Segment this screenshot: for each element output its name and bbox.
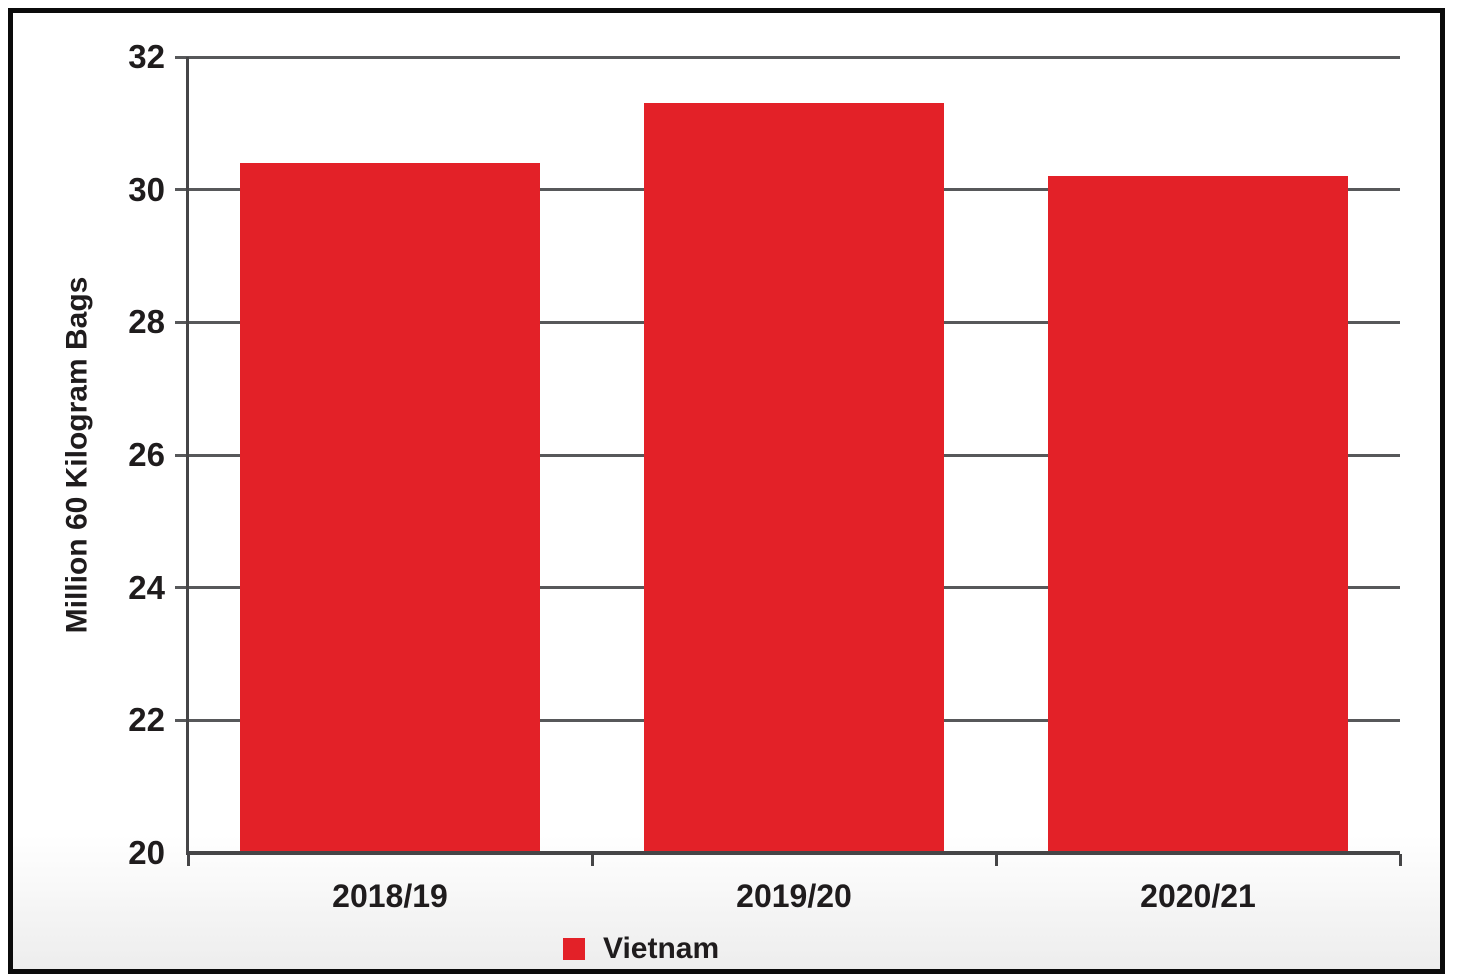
y-tick-label: 22 [128,701,165,739]
x-tick [186,854,190,866]
bar [644,103,944,853]
legend-swatch-icon [563,938,585,960]
y-tick-label: 30 [128,170,165,208]
y-tick-label: 24 [128,568,165,606]
bar [240,163,540,853]
y-tick-label: 32 [128,38,165,75]
x-tick-label: 2018/19 [332,878,448,914]
legend: Vietnam [563,929,719,969]
bar [1048,176,1348,853]
gridline [175,55,1400,59]
x-axis-line [186,851,1400,855]
y-tick-label: 26 [128,436,165,473]
y-tick-label: 20 [128,834,165,871]
x-tick [994,854,998,866]
legend-label: Vietnam [603,932,720,965]
y-axis-line [186,57,189,855]
x-tick-label: 2020/21 [1140,878,1256,914]
y-tick-label: 28 [128,303,165,341]
x-tick-label: 2019/20 [736,878,852,914]
x-tick [1398,854,1402,866]
x-tick [590,854,594,866]
